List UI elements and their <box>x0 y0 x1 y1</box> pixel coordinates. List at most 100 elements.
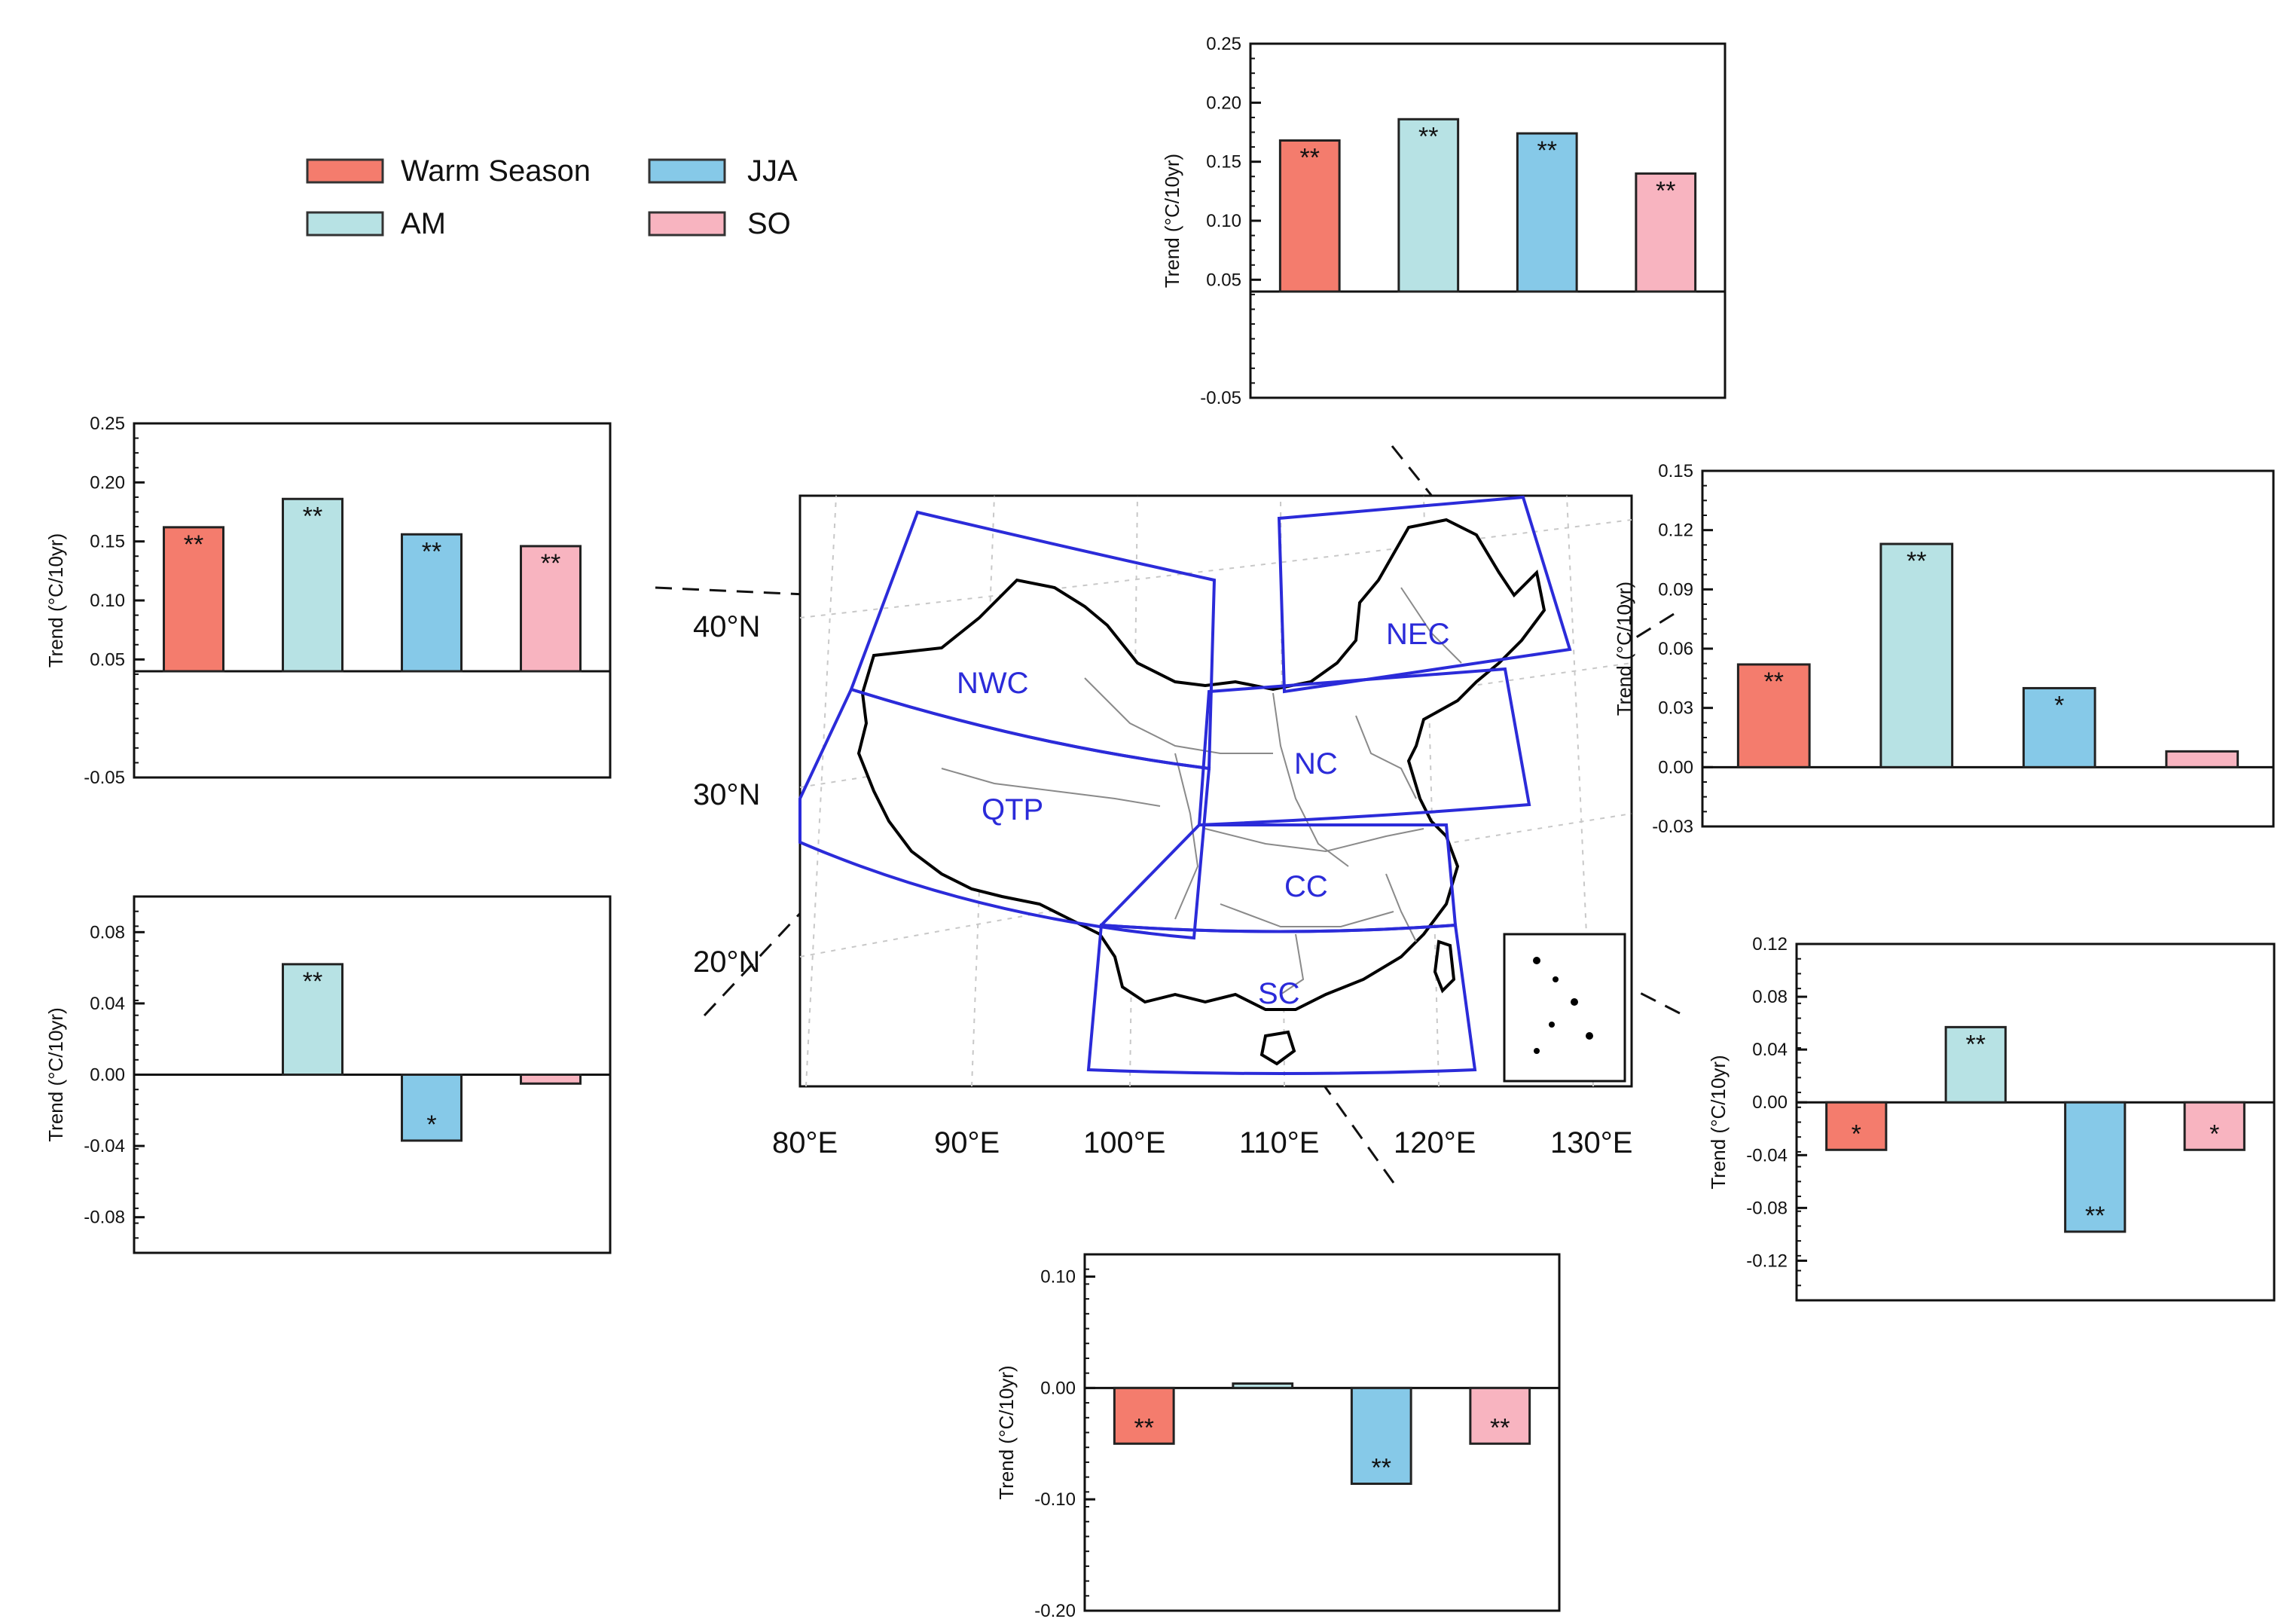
tick-label: 0.00 <box>1658 757 1693 777</box>
tick-label: -0.04 <box>1746 1145 1788 1165</box>
significance-label: * <box>2209 1120 2219 1148</box>
province-line <box>1220 903 1394 927</box>
tick-label: 0.00 <box>1752 1092 1788 1113</box>
graticule-lat-20 <box>799 813 1632 958</box>
significance-label: ** <box>422 537 441 566</box>
bar-nc-2 <box>2022 686 2096 768</box>
legend-label-am: AM <box>401 207 446 240</box>
bar-cc-3 <box>2183 1101 2246 1151</box>
region-box-nc <box>1197 667 1531 827</box>
bar-nc-3 <box>2165 750 2240 768</box>
tick-label: 0.03 <box>1658 698 1693 719</box>
hainan-island <box>1259 1030 1296 1066</box>
tick-label: -0.05 <box>1200 388 1241 408</box>
tick-label: 0.04 <box>1752 1040 1788 1060</box>
legend-swatch-jja <box>648 158 726 184</box>
bar-sc-0 <box>1113 1386 1175 1445</box>
china-outline <box>856 518 1546 1011</box>
bar-nwc-3 <box>520 545 582 673</box>
y-axis-label: Trend (°C/10yr) <box>1161 154 1183 288</box>
tick-label: 0.25 <box>1206 34 1241 54</box>
tick-label: -0.08 <box>1746 1198 1788 1218</box>
tick-label: 0.00 <box>90 1065 125 1086</box>
province-line <box>941 768 1161 807</box>
inset-island <box>1586 1032 1593 1040</box>
tick-label: 0.15 <box>1206 152 1241 173</box>
map-lat-label-30n: 30°N <box>693 778 760 811</box>
bar-nec-1 <box>1397 118 1460 293</box>
legend-label-jja: JJA <box>747 154 798 188</box>
tick-label: 0.10 <box>1040 1267 1076 1288</box>
map-lat-label-20n: 20°N <box>693 945 760 979</box>
chart-panel-nec: 0.25 0.20 0.15 0.10 0.05 -0.05 ** ** ** ** Trend (… <box>1161 34 1727 408</box>
tick-label: 0.08 <box>1752 987 1788 1007</box>
province-line <box>1084 677 1273 754</box>
bar-sc-2 <box>1350 1386 1412 1485</box>
taiwan-island <box>1433 939 1456 994</box>
map-lon-label-110e: 110°E <box>1239 1126 1319 1159</box>
chart-panel-nwc: 0.25 0.20 0.15 0.10 0.05 -0.05 ** ** ** ** Trend (… <box>44 414 612 788</box>
bar-nec-2 <box>1516 132 1578 293</box>
map-lat-label-40n: 40°N <box>693 610 760 643</box>
map-lon-label-80e: 80°E <box>772 1126 838 1159</box>
legend-swatch-so <box>648 211 726 237</box>
y-axis-label: Trend (°C/10yr) <box>1613 582 1635 716</box>
bar-nwc-1 <box>282 497 343 673</box>
bar-cc-2 <box>2064 1101 2127 1233</box>
province-line <box>1204 828 1424 853</box>
y-axis-label: Trend (°C/10yr) <box>1707 1055 1730 1189</box>
legend-label-so: SO <box>747 207 791 240</box>
tick-label: 0.05 <box>1206 270 1241 290</box>
tick-label: 0.04 <box>90 994 125 1014</box>
chart-panel-cc: 0.120.080.040.00-0.04-0.08-0.12******Tre… <box>1707 934 2276 1302</box>
y-axis-label: Trend (°C/10yr) <box>44 533 67 667</box>
graticule-lat-40 <box>799 519 1632 619</box>
chart-frame-nc <box>1701 469 2275 828</box>
bar-nec-0 <box>1278 139 1341 293</box>
map-lon-label-120e: 120°E <box>1394 1126 1476 1159</box>
tick-label: 0.12 <box>1752 934 1788 955</box>
province-line <box>1400 587 1462 664</box>
tick-label: -0.05 <box>84 768 125 788</box>
inset-islands <box>1533 957 1593 1054</box>
significance-label: ** <box>1656 176 1675 205</box>
significance-label: ** <box>1907 547 1926 576</box>
significance-label: ** <box>184 530 203 559</box>
map-panel: NWC NEC NC QTP CC SC 40°N 30°N 20°N 80°E… <box>693 494 1633 1159</box>
bar-nc-1 <box>1879 542 1954 768</box>
significance-label: * <box>2054 691 2064 719</box>
province-line <box>1355 715 1417 799</box>
inset-island <box>1533 957 1540 964</box>
tick-label: 0.15 <box>90 532 125 552</box>
significance-label: ** <box>1490 1413 1510 1442</box>
tick-label: 0.15 <box>1658 461 1693 481</box>
tick-label: 0.10 <box>90 591 125 611</box>
bar-nwc-2 <box>401 533 463 673</box>
bar-cc-1 <box>1944 1025 2007 1104</box>
significance-label: ** <box>1966 1030 1986 1058</box>
region-label-cc: CC <box>1284 870 1328 903</box>
legend-swatch-am <box>306 211 384 237</box>
province-line <box>1385 873 1417 942</box>
region-label-nc: NC <box>1294 747 1338 780</box>
chart-panel-nc: 0.150.120.090.060.030.00-0.03*****Trend … <box>1613 461 2275 837</box>
tick-label: -0.20 <box>1034 1601 1076 1621</box>
region-label-sc: SC <box>1258 977 1300 1010</box>
inset-island <box>1534 1048 1540 1054</box>
region-boxes <box>798 495 1572 1075</box>
tick-label: 0.12 <box>1658 521 1693 541</box>
legend-label-warm-season: Warm Season <box>401 154 591 188</box>
chart-panel-sc: 0.10 0.00 -0.10 -0.20 ** ** ** Trend (°C/10yr) <box>995 1253 1561 1621</box>
tick-label: 0.08 <box>90 922 125 942</box>
inset-island <box>1553 976 1559 982</box>
region-box-nec <box>1277 495 1572 694</box>
region-box-qtp <box>798 687 1211 940</box>
chart-panel-qtp: 0.080.040.00-0.04-0.08***Trend (°C/10yr) <box>44 895 612 1254</box>
significance-label: ** <box>1764 667 1784 696</box>
significance-label: ** <box>2085 1202 2105 1230</box>
tick-label: -0.08 <box>84 1208 125 1228</box>
bar-sc-3 <box>1469 1386 1531 1445</box>
tick-label: -0.12 <box>1746 1251 1788 1271</box>
graticule-lon-120 <box>1423 495 1440 1087</box>
